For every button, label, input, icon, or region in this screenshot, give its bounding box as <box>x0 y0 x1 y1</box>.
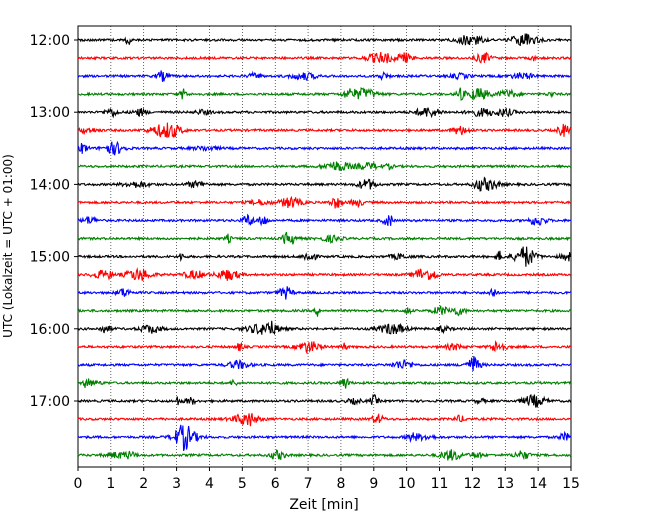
trace-line <box>78 176 572 192</box>
trace-line <box>77 286 572 300</box>
x-tick-label: 11 <box>431 476 449 492</box>
x-tick-label: 13 <box>496 476 514 492</box>
y-tick-label: 12:00 <box>30 33 70 49</box>
trace-line <box>77 267 572 281</box>
trace-line <box>77 213 572 227</box>
trace-line <box>77 320 572 336</box>
y-tick-label: 14:00 <box>30 177 70 193</box>
y-axis-label: UTC (Lokalzeit = UTC + 01:00) <box>1 154 15 338</box>
y-tick-label: 15:00 <box>30 250 70 266</box>
x-tick-label: 3 <box>172 476 181 492</box>
trace-line <box>77 377 572 389</box>
x-tick-label: 12 <box>463 476 481 492</box>
x-tick-label: 14 <box>529 476 547 492</box>
x-tick-label: 7 <box>304 476 313 492</box>
trace-line <box>77 140 572 156</box>
trace-line <box>77 340 572 355</box>
trace-line <box>77 449 572 461</box>
x-tick-label: 8 <box>336 476 345 492</box>
trace-line <box>78 107 572 119</box>
x-tick-label: 5 <box>238 476 247 492</box>
trace-line <box>77 33 572 47</box>
x-tick-label: 10 <box>398 476 416 492</box>
y-tick-label: 13:00 <box>30 105 70 121</box>
plot-frame <box>77 25 572 468</box>
x-axis: 0 1 2 3 4 5 6 7 8 9 10 11 12 13 14 15 <box>74 467 580 492</box>
x-tick-label: 1 <box>106 476 115 492</box>
trace-line <box>77 305 572 317</box>
x-tick-label: 0 <box>74 476 83 492</box>
seismic-traces <box>77 33 572 461</box>
trace-line <box>77 412 572 427</box>
y-tick-label: 17:00 <box>30 394 70 410</box>
trace-line <box>77 161 572 172</box>
x-tick-label: 15 <box>562 476 580 492</box>
x-tick-label: 2 <box>139 476 148 492</box>
trace-line <box>77 356 572 372</box>
x-tick-label: 6 <box>271 476 280 492</box>
trace-line <box>77 51 572 64</box>
y-axis: 12:00 13:00 14:00 15:00 16:00 17:00 <box>30 33 78 410</box>
trace-line <box>77 122 572 139</box>
x-tick-label: 9 <box>369 476 378 492</box>
x-tick-label: 4 <box>205 476 214 492</box>
x-axis-label: Zeit [min] <box>289 497 358 513</box>
trace-line <box>77 70 572 82</box>
y-tick-label: 16:00 <box>30 322 70 338</box>
trace-line <box>77 424 572 451</box>
trace-line <box>77 86 572 101</box>
trace-line <box>77 195 572 209</box>
trace-line <box>77 231 572 245</box>
trace-line <box>77 246 572 267</box>
trace-line <box>77 393 572 408</box>
